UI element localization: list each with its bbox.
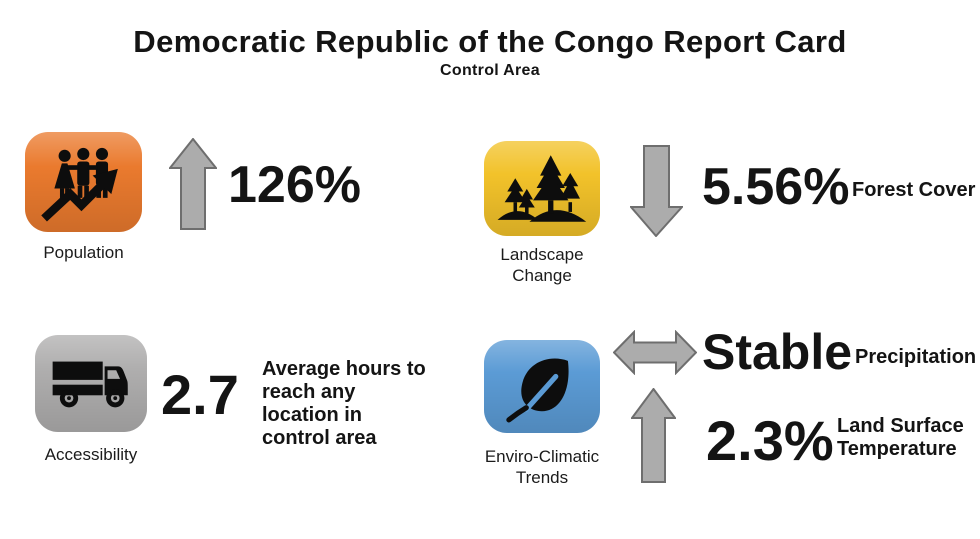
population-label: Population bbox=[43, 243, 124, 262]
page-subtitle: Control Area bbox=[440, 62, 540, 79]
trend-up-arrow-icon bbox=[169, 138, 217, 230]
accessibility-value: 2.7 bbox=[161, 363, 239, 426]
forest-cover-value: 5.56% bbox=[702, 158, 850, 216]
accessibility-label: Accessibility bbox=[44, 445, 138, 464]
trend-down-arrow-icon bbox=[630, 145, 683, 237]
truck-icon bbox=[52, 361, 128, 408]
population-tile bbox=[25, 132, 142, 232]
accessibility-description: Average hours to reach any location in c… bbox=[262, 358, 426, 449]
page-title: Democratic Republic of the Congo Report … bbox=[133, 24, 847, 59]
people-growth-icon bbox=[41, 147, 119, 222]
population-value: 126% bbox=[228, 156, 361, 214]
trend-up-arrow-icon bbox=[631, 388, 676, 483]
land-surface-temperature-value: 2.3% bbox=[706, 409, 834, 472]
precipitation-value: Stable bbox=[702, 324, 853, 380]
enviro-climatic-tile bbox=[484, 340, 600, 433]
accessibility-tile bbox=[35, 335, 147, 432]
leaf-icon bbox=[506, 358, 569, 423]
landscape-change-label: Landscape Change bbox=[500, 245, 584, 285]
landscape-change-tile bbox=[484, 141, 600, 236]
land-surface-temperature-metric-label: Land Surface Temperature bbox=[837, 415, 964, 460]
enviro-climatic-label: Enviro-Climatic Trends bbox=[484, 447, 600, 487]
precipitation-metric-label: Precipitation bbox=[855, 346, 977, 368]
stable-left-right-arrow-icon bbox=[613, 330, 697, 375]
forest-cover-metric-label: Forest Cover bbox=[852, 179, 976, 201]
forest-trees-icon bbox=[497, 154, 587, 222]
